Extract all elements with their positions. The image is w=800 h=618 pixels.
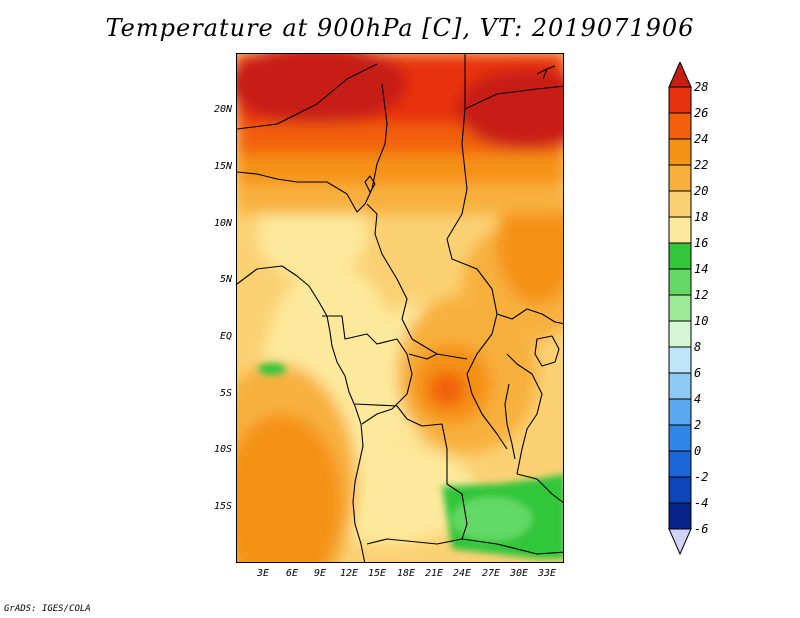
lat-label: 5S [219,388,232,399]
colorbar-segment [668,242,692,270]
colorbar-label: -6 [694,522,709,536]
colorbar-arrow-bottom [668,528,692,556]
lon-label: 24E [452,568,472,579]
colorbar-segment [668,450,692,478]
colorbar-segment [668,138,692,166]
field-coast-cool-patch [258,363,286,375]
lon-label: 6E [285,568,299,579]
colorbar-segment [668,164,692,192]
central-borders [446,188,508,450]
colorbar-segment [668,216,692,244]
colorbar-label: 0 [694,444,702,458]
field-sw-warmer [237,414,342,562]
coastlines-and-borders [237,54,563,562]
field-east-warmer [497,184,563,304]
temperature-field [237,54,563,562]
lon-label: 27E [481,568,501,579]
colorbar-segment [668,476,692,504]
lat-label: 15N [213,161,232,172]
lat-label: 5N [219,274,232,285]
colorbar-label: -4 [694,496,709,510]
colorbar-label: 24 [694,132,709,146]
cool-patches [258,363,563,559]
lake-chad [364,175,376,193]
lon-label: 30E [509,568,529,579]
lon-label: 3E [256,568,270,579]
lat-label: 10S [213,444,232,455]
colorbar-segment [668,190,692,218]
colorbar-segment [668,372,692,400]
lat-label: 20N [213,104,232,115]
sahara-borders [237,54,563,205]
colorbar-label: 16 [694,236,709,250]
colorbar-label: 12 [694,288,709,302]
colorbar-segment [668,86,692,114]
lat-label: 15S [213,501,232,512]
colorbar-label: 28 [694,80,709,94]
congo-borders [322,315,468,425]
lon-label: 33E [537,568,557,579]
colorbar-segment [668,502,692,530]
colorbar-segment [668,268,692,296]
field-zambia-cooler [452,497,532,541]
sinai-coast [536,65,556,80]
colorbar-label: 8 [694,340,702,354]
footer-credit: GrADS: IGES/COLA [4,604,91,614]
lon-label: 21E [424,568,444,579]
lon-label: 9E [313,568,327,579]
lon-label: 15E [367,568,387,579]
colorbar [668,62,692,556]
angola-borders [354,403,563,555]
chad-cameroon-borders [237,171,438,355]
colorbar-arrow-top [668,62,692,88]
colorbar-label: 22 [694,158,709,172]
colorbar-segment [668,424,692,452]
lat-label: EQ [219,331,232,342]
colorbar-segment [668,294,692,322]
colorbar-label: 26 [694,106,709,120]
colorbar-label: 20 [694,184,709,198]
colorbar-label: 2 [694,418,702,432]
field-central-hot [429,371,465,407]
colorbar-label: 6 [694,366,702,380]
colorbar-segment [668,398,692,426]
lon-label: 18E [396,568,416,579]
colorbar-label: 18 [694,210,709,224]
lake-tanganyika [504,383,516,460]
colorbar-label: 14 [694,262,709,276]
temperature-map [236,53,564,563]
lat-label: 10N [213,218,232,229]
colorbar-label: 4 [694,392,702,406]
east-borders [496,308,563,504]
colorbar-label: -2 [694,470,709,484]
west-coastline [237,265,366,562]
colorbar-label: 10 [694,314,709,328]
colorbar-segment [668,320,692,348]
map-title: Temperature at 900hPa [C], VT: 201907190… [105,14,695,42]
field-north-hot-west [237,54,407,124]
colorbar-segment [668,112,692,140]
lake-victoria [534,335,560,367]
colorbar-segment [668,346,692,374]
lon-label: 12E [339,568,359,579]
map-canvas [237,54,563,562]
